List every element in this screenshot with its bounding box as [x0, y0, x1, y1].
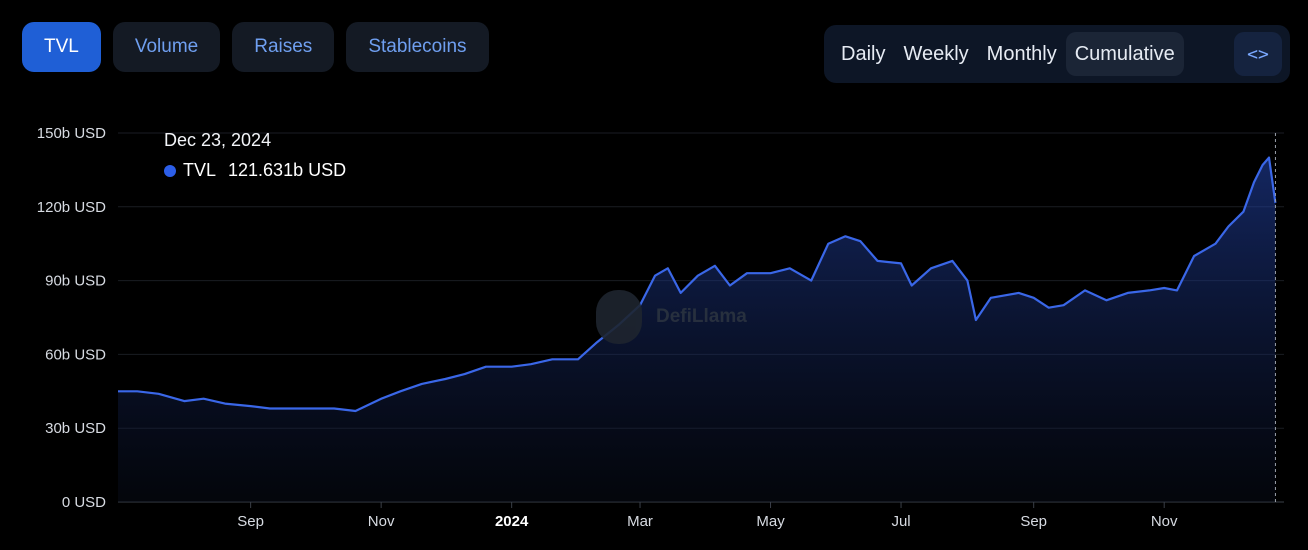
y-tick-label: 120b USD: [37, 199, 106, 216]
tooltip-series: TVL: [183, 160, 217, 180]
period-selector: Daily Weekly Monthly Cumulative <>: [824, 25, 1290, 83]
period-cumulative[interactable]: Cumulative: [1065, 32, 1184, 76]
tab-raises[interactable]: Raises: [232, 22, 335, 72]
y-tick-label: 150b USD: [37, 125, 106, 142]
x-tick-label: Nov: [1151, 513, 1178, 530]
tvl-area: [118, 157, 1276, 502]
tvl-line: [118, 156, 1277, 413]
tab-stablecoins[interactable]: Stablecoins: [346, 22, 489, 72]
tab-volume[interactable]: Volume: [112, 22, 221, 72]
code-brackets-icon[interactable]: <>: [1234, 32, 1282, 76]
tooltip-date: Dec 23, 2024: [164, 130, 272, 150]
x-tick-label: May: [756, 513, 785, 530]
metric-tabs: TVL Volume Raises Stablecoins: [22, 22, 489, 72]
x-tick-label: Sep: [1020, 513, 1047, 530]
tooltip-value: 121.631b USD: [228, 160, 347, 180]
watermark-text: DefiLlama: [656, 306, 747, 327]
x-tick-label: Jul: [891, 513, 910, 530]
tab-tvl[interactable]: TVL: [22, 22, 101, 72]
tooltip: Dec 23, 2024 TVL 121.631b USD: [164, 130, 346, 181]
period-daily[interactable]: Daily: [841, 42, 886, 65]
period-weekly[interactable]: Weekly: [903, 42, 969, 65]
period-monthly[interactable]: Monthly: [986, 42, 1057, 65]
y-tick-label: 60b USD: [45, 346, 106, 363]
x-tick-label: Nov: [368, 513, 395, 530]
series-dot-icon: [164, 164, 176, 177]
x-tick-label: 2024: [495, 513, 529, 530]
x-tick-label: Mar: [627, 513, 653, 530]
llama-logo-icon: [596, 290, 642, 344]
watermark: DefiLlama: [596, 290, 747, 344]
y-tick-label: 0 USD: [62, 494, 106, 511]
y-tick-label: 90b USD: [45, 273, 106, 290]
y-tick-label: 30b USD: [45, 420, 106, 437]
x-tick-label: Sep: [237, 513, 264, 530]
